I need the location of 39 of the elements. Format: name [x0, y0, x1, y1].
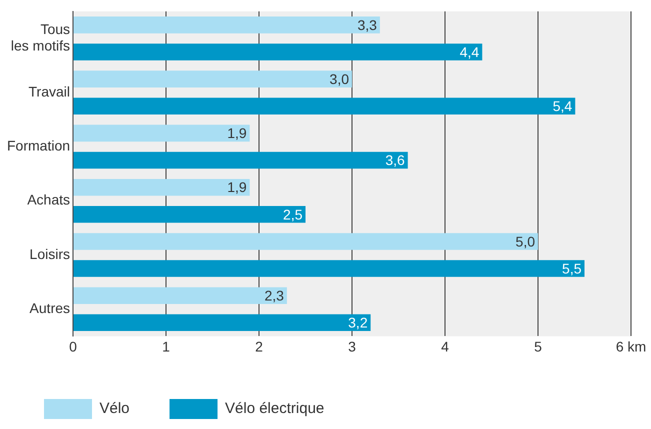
bar — [74, 287, 287, 304]
bar — [74, 98, 576, 115]
x-tick-label: 0 — [69, 338, 78, 354]
data-label: 3,3 — [357, 16, 378, 33]
data-label: 5,4 — [552, 98, 572, 114]
data-label: 3,0 — [330, 70, 350, 87]
data-label: 1,9 — [227, 179, 247, 196]
legend-label: Vélo électrique — [225, 400, 324, 418]
y-tick-label: Autres — [30, 300, 70, 316]
x-tick-label: 6 km — [616, 338, 646, 354]
bar — [74, 178, 250, 196]
x-tick-label: 4 — [441, 338, 450, 354]
y-tick-label: Achats — [27, 192, 70, 208]
data-label: 2,3 — [264, 287, 284, 304]
bar — [74, 16, 380, 34]
bar — [74, 260, 584, 277]
y-tick-label: Travail — [28, 83, 70, 100]
legend-label: Vélo — [100, 400, 130, 418]
data-label: 1,9 — [227, 125, 247, 142]
bar — [74, 70, 352, 88]
data-label: 4,4 — [460, 44, 480, 60]
bar — [74, 206, 306, 223]
data-label: 5,0 — [516, 233, 536, 250]
y-tick-label: Loisirs — [30, 246, 70, 262]
x-tick-label: 1 — [162, 338, 170, 354]
data-label: 5,5 — [562, 260, 582, 276]
y-tick-label: Tous les motifs — [10, 20, 70, 54]
data-label: 2,5 — [283, 206, 303, 222]
data-label: 3,2 — [348, 314, 368, 331]
bar — [74, 44, 482, 60]
bar — [74, 233, 538, 250]
bar — [74, 314, 371, 332]
x-tick-label: 3 — [348, 338, 356, 354]
data-label: 3,6 — [385, 152, 406, 168]
bar — [74, 124, 250, 142]
bar — [74, 152, 408, 169]
y-tick-label: Formation — [6, 138, 70, 154]
x-tick-label: 2 — [255, 338, 264, 354]
x-tick-label: 5 — [534, 338, 542, 354]
